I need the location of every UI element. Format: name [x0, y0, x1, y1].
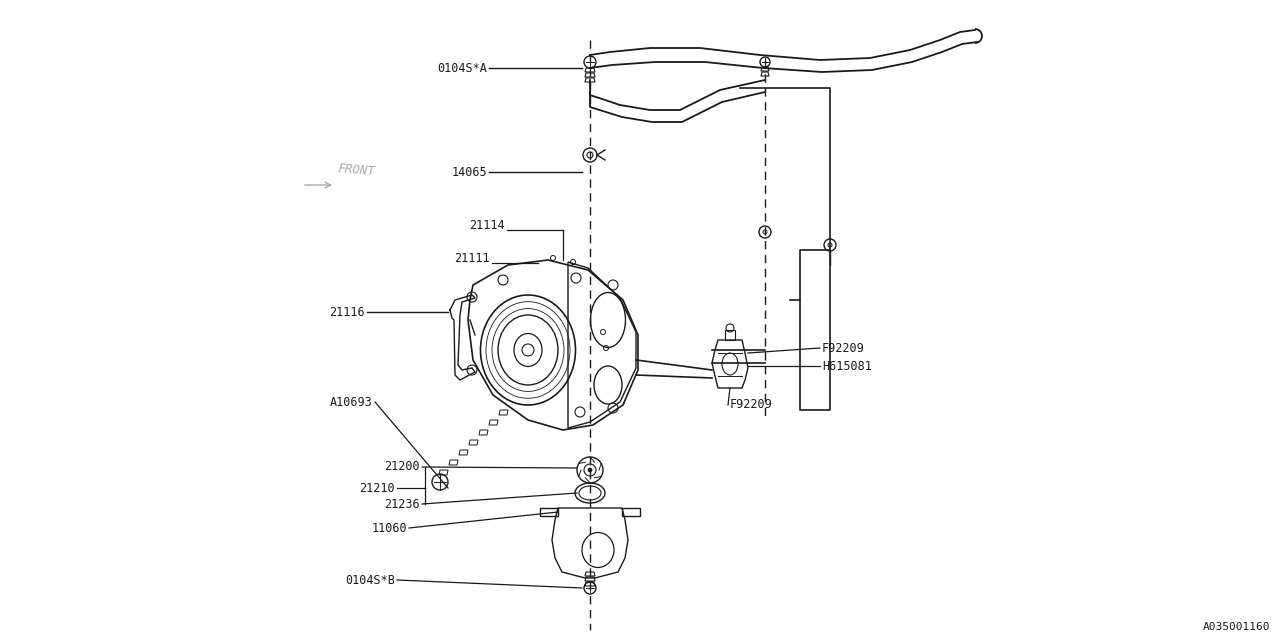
Text: 0104S*B: 0104S*B [346, 573, 396, 586]
Text: 21200: 21200 [384, 461, 420, 474]
Text: A035001160: A035001160 [1202, 622, 1270, 632]
Text: 11060: 11060 [371, 522, 407, 534]
Text: F92209: F92209 [730, 399, 773, 412]
Text: A10693: A10693 [330, 396, 372, 408]
Text: 21210: 21210 [360, 481, 396, 495]
Text: 21111: 21111 [454, 252, 490, 264]
Text: H615081: H615081 [822, 360, 872, 372]
Text: 21236: 21236 [384, 497, 420, 511]
Text: 21116: 21116 [329, 305, 365, 319]
Text: 14065: 14065 [452, 166, 486, 179]
Text: F92209: F92209 [822, 342, 865, 355]
Circle shape [588, 468, 593, 472]
Text: 0104S*A: 0104S*A [438, 61, 486, 74]
Text: FRONT: FRONT [337, 162, 375, 178]
Text: 21114: 21114 [470, 218, 506, 232]
